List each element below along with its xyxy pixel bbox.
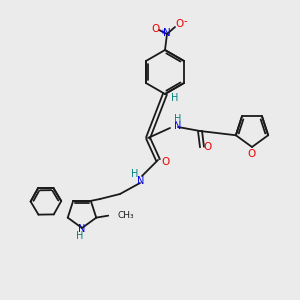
Text: H: H [171,93,178,103]
Text: H: H [131,169,139,179]
Text: N: N [137,176,145,186]
Text: N: N [163,28,171,38]
Text: N: N [174,121,182,131]
Text: O: O [162,157,170,167]
Text: O: O [151,24,159,34]
Text: O: O [248,149,256,159]
Text: O: O [204,142,212,152]
Text: CH₃: CH₃ [117,211,134,220]
Text: O: O [175,19,183,29]
Text: H: H [174,114,182,124]
Text: N: N [78,224,86,234]
Text: +: + [159,29,165,35]
Text: H: H [76,231,84,241]
Text: -: - [183,16,187,26]
